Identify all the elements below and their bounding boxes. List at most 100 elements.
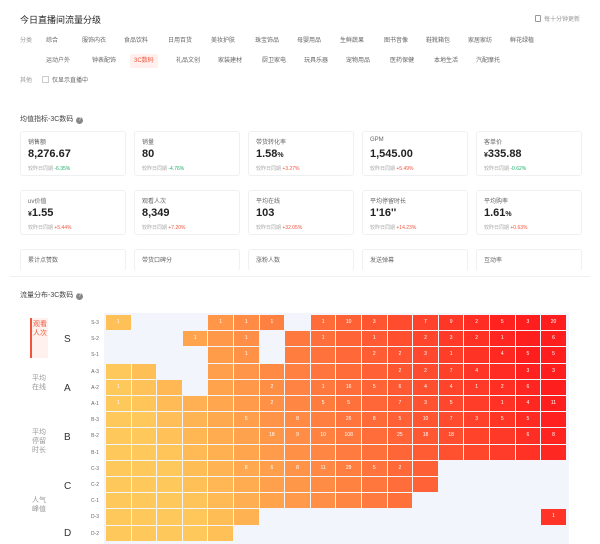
category-tab[interactable]: 美妆护肤 <box>211 38 236 44</box>
heatmap-cell[interactable] <box>157 477 182 493</box>
category-tab[interactable]: 图书音像 <box>384 38 409 44</box>
heatmap-cell[interactable]: 6 <box>541 331 566 347</box>
heatmap-cell[interactable] <box>464 428 489 444</box>
heatmap-cell[interactable] <box>208 379 233 395</box>
heatmap-cell[interactable]: 1 <box>310 379 336 395</box>
heatmap-cell[interactable] <box>387 315 413 331</box>
metric-card[interactable]: 平均在线 103 较昨日同期 +32.05% <box>248 190 354 235</box>
category-tab[interactable]: 鞋靴箱包 <box>426 38 451 44</box>
heatmap-cell[interactable]: 2 <box>464 331 489 347</box>
heatmap-cell[interactable]: 4 <box>490 347 515 363</box>
heatmap-cell[interactable] <box>106 509 131 525</box>
category-tab[interactable]: 母婴用品 <box>297 38 322 44</box>
heatmap-cell[interactable] <box>234 444 259 460</box>
heatmap-cell[interactable]: 5 <box>438 396 464 412</box>
heatmap-cell[interactable] <box>285 363 310 379</box>
heatmap-cell[interactable]: 5 <box>310 396 336 412</box>
heatmap-cell[interactable]: 2 <box>464 315 489 331</box>
heatmap-cell[interactable]: 9 <box>438 315 464 331</box>
heatmap-cell[interactable] <box>157 379 182 395</box>
heatmap-cell[interactable] <box>541 412 566 428</box>
heatmap-cell[interactable] <box>336 331 361 347</box>
heatmap-cell[interactable]: 2 <box>413 331 438 347</box>
metric-card[interactable]: 客单价 ¥335.88 较昨日同期 -0.62% <box>476 131 582 176</box>
heatmap-cell[interactable] <box>182 412 208 428</box>
heatmap-cell[interactable]: 10 <box>413 412 438 428</box>
heatmap-cell[interactable] <box>208 363 233 379</box>
heatmap-cell[interactable] <box>234 396 259 412</box>
heatmap-cell[interactable]: 1 <box>490 331 515 347</box>
category-tab[interactable]: 宠物用品 <box>346 58 371 64</box>
heatmap-cell[interactable] <box>131 444 157 460</box>
heatmap-cell[interactable]: 3 <box>464 412 489 428</box>
heatmap-cell[interactable] <box>285 379 310 395</box>
heatmap-cell[interactable] <box>515 331 541 347</box>
heatmap-cell[interactable] <box>285 444 310 460</box>
heatmap-cell[interactable]: 8 <box>285 460 310 476</box>
heatmap-cell[interactable]: 1 <box>490 396 515 412</box>
category-tab[interactable]: 生鲜蔬果 <box>340 38 365 44</box>
heatmap-cell[interactable]: 16 <box>336 379 361 395</box>
heatmap-cell[interactable]: 18 <box>259 428 285 444</box>
heatmap-cell[interactable] <box>208 477 233 493</box>
metric-tab[interactable]: 观看人次 <box>30 318 48 358</box>
category-tab[interactable]: 本地生活 <box>434 58 459 64</box>
heatmap-cell[interactable] <box>157 509 182 525</box>
heatmap-cell[interactable]: 4 <box>438 379 464 395</box>
heatmap-cell[interactable] <box>464 347 489 363</box>
heatmap-cell[interactable] <box>310 444 336 460</box>
heatmap-cell[interactable]: 2 <box>259 379 285 395</box>
heatmap-cell[interactable] <box>259 444 285 460</box>
heatmap-cell[interactable] <box>362 493 387 509</box>
heatmap-cell[interactable]: 20 <box>541 315 566 331</box>
heatmap-cell[interactable]: 6 <box>259 460 285 476</box>
heatmap-cell[interactable] <box>157 460 182 476</box>
category-tab[interactable]: 综合 <box>46 38 59 44</box>
metric-card[interactable]: 带货口碑分 <box>134 249 240 271</box>
heatmap-cell[interactable] <box>234 493 259 509</box>
heatmap-cell[interactable]: 4 <box>515 396 541 412</box>
heatmap-cell[interactable]: 1 <box>362 331 387 347</box>
heatmap-cell[interactable] <box>106 460 131 476</box>
heatmap-cell[interactable] <box>387 331 413 347</box>
heatmap-cell[interactable] <box>182 525 208 541</box>
heatmap-cell[interactable] <box>131 509 157 525</box>
heatmap-cell[interactable]: 2 <box>387 363 413 379</box>
category-tab[interactable]: 珠宝饰品 <box>255 38 280 44</box>
category-tab[interactable]: 医药保健 <box>390 58 415 64</box>
heatmap-cell[interactable]: 8 <box>285 412 310 428</box>
live-only-checkbox[interactable]: 仅显示直播中 <box>42 74 88 88</box>
heatmap-cell[interactable] <box>310 412 336 428</box>
metric-card[interactable]: 互动率 <box>476 249 582 271</box>
heatmap-cell[interactable]: 18 <box>413 428 438 444</box>
heatmap-cell[interactable]: 5 <box>541 347 566 363</box>
heatmap-cell[interactable]: 3 <box>541 363 566 379</box>
heatmap-cell[interactable]: 1 <box>208 315 233 331</box>
heatmap-cell[interactable] <box>106 412 131 428</box>
heatmap-cell[interactable] <box>310 477 336 493</box>
heatmap-cell[interactable]: 5 <box>387 412 413 428</box>
category-tab[interactable]: 玩具乐器 <box>304 58 329 64</box>
heatmap-cell[interactable]: 6 <box>387 379 413 395</box>
heatmap-cell[interactable]: 1 <box>310 331 336 347</box>
heatmap-cell[interactable] <box>362 363 387 379</box>
heatmap-cell[interactable]: 5 <box>362 460 387 476</box>
metric-card[interactable]: 平均购率 1.61% 较昨日同期 +0.63% <box>476 190 582 235</box>
heatmap-cell[interactable]: 6 <box>515 428 541 444</box>
heatmap-cell[interactable] <box>490 444 515 460</box>
heatmap-cell[interactable] <box>182 493 208 509</box>
metric-card[interactable]: 累计点赞数 <box>20 249 126 271</box>
category-tab[interactable]: 汽配摩托 <box>476 58 501 64</box>
category-tab[interactable]: 3C数码 <box>130 54 158 68</box>
category-tab[interactable]: 礼品文创 <box>176 58 201 64</box>
heatmap-cell[interactable]: 10 <box>310 428 336 444</box>
heatmap-cell[interactable] <box>336 493 361 509</box>
heatmap-cell[interactable] <box>515 444 541 460</box>
heatmap-cell[interactable] <box>234 428 259 444</box>
heatmap-cell[interactable] <box>413 460 438 476</box>
heatmap-cell[interactable]: 3 <box>413 347 438 363</box>
heatmap-cell[interactable] <box>234 363 259 379</box>
category-tab[interactable]: 家居家纺 <box>468 38 493 44</box>
heatmap-cell[interactable] <box>182 509 208 525</box>
heatmap-cell[interactable] <box>182 477 208 493</box>
